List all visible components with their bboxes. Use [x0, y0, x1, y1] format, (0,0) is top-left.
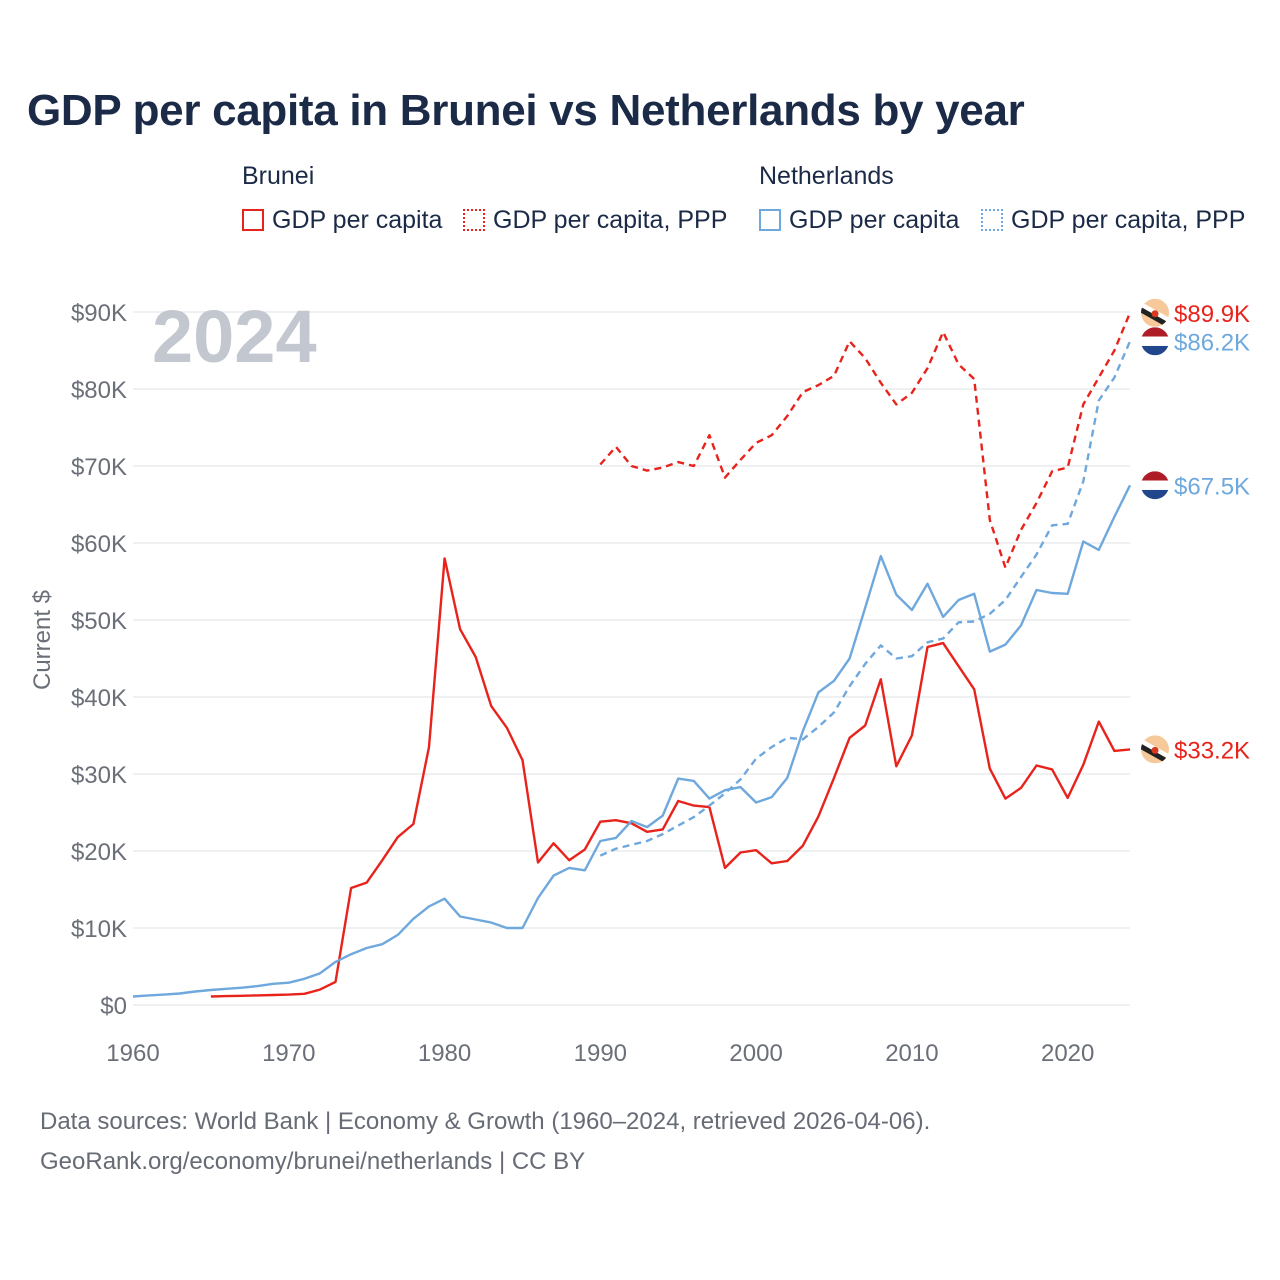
legend-item-netherlands-gdp[interactable]: GDP per capita — [759, 204, 959, 236]
x-tick-label: 2000 — [729, 1040, 782, 1067]
legend-swatch-dotted-red — [463, 209, 485, 231]
legend-label: GDP per capita — [272, 205, 443, 234]
legend-swatch-solid-blue — [759, 209, 781, 231]
legend-swatch-dotted-blue — [981, 209, 1003, 231]
brunei-flag-icon — [1141, 298, 1169, 327]
series — [132, 312, 1132, 998]
legend-item-brunei-gdp-ppp[interactable]: GDP per capita, PPP — [463, 204, 727, 236]
x-tick-label: 1970 — [262, 1040, 315, 1067]
y-tick-label: $30K — [71, 762, 127, 789]
grid — [133, 311, 1130, 1006]
chart-title: GDP per capita in Brunei vs Netherlands … — [27, 86, 1025, 135]
legend-label: GDP per capita, PPP — [1011, 205, 1246, 234]
x-tick-label: 2020 — [1041, 1040, 1094, 1067]
flag-band — [1141, 480, 1169, 490]
netherlands-flag-icon — [1141, 471, 1169, 500]
end-value-label: $67.5K — [1174, 473, 1250, 500]
legend-item-brunei-gdp[interactable]: GDP per capita — [242, 204, 442, 236]
y-tick-label: $70K — [71, 454, 127, 481]
legend-item-netherlands-gdp-ppp[interactable]: GDP per capita, PPP — [981, 204, 1245, 236]
flag-band — [1141, 489, 1169, 500]
x-tick-label: 1980 — [418, 1040, 471, 1067]
end-labels: $33.2K $89.9K $67.5K $86.2K — [1141, 298, 1250, 764]
flag-band — [1141, 336, 1169, 346]
x-tick-label: 1990 — [574, 1040, 627, 1067]
y-tick-label: $0 — [100, 993, 127, 1020]
series-line-0 — [210, 557, 1131, 998]
end-value-label: $86.2K — [1174, 329, 1250, 356]
y-tick-label: $20K — [71, 839, 127, 866]
series-line-2 — [132, 484, 1132, 998]
flag-emblem — [1151, 746, 1159, 754]
y-axis: $0 $10K $20K $30K $40K $50K $60K $70K $80K $90K — [71, 300, 127, 1020]
x-tick-label: 2010 — [885, 1040, 938, 1067]
netherlands-flag-icon — [1141, 327, 1169, 356]
y-tick-label: $40K — [71, 685, 127, 712]
y-tick-label: $60K — [71, 531, 127, 558]
legend-group-netherlands: Netherlands — [759, 162, 894, 190]
year-watermark: 2024 — [152, 295, 317, 378]
y-axis-label: Current $ — [29, 590, 56, 690]
x-axis: 1960 1970 1980 1990 2000 2010 2020 — [106, 1040, 1094, 1067]
source-line-1: Data sources: World Bank | Economy & Gro… — [40, 1108, 931, 1135]
brunei-flag-icon — [1141, 735, 1169, 764]
series-line-1 — [599, 312, 1132, 569]
flag-band — [1141, 327, 1169, 337]
y-tick-label: $10K — [71, 916, 127, 943]
flag-band — [1141, 345, 1169, 356]
flag-band — [1141, 471, 1169, 481]
source-line-2[interactable]: GeoRank.org/economy/brunei/netherlands |… — [40, 1148, 586, 1175]
flag-emblem — [1151, 310, 1159, 318]
x-tick-label: 1960 — [106, 1040, 159, 1067]
legend-swatch-solid-red — [242, 209, 264, 231]
y-tick-label: $80K — [71, 377, 127, 404]
series-line-3 — [599, 340, 1132, 857]
y-tick-label: $50K — [71, 608, 127, 635]
end-value-label: $89.9K — [1174, 301, 1250, 328]
y-tick-label: $90K — [71, 300, 127, 327]
end-value-label: $33.2K — [1174, 737, 1250, 764]
legend-label: GDP per capita — [789, 205, 960, 234]
legend-group-brunei: Brunei — [242, 162, 315, 190]
legend-label: GDP per capita, PPP — [493, 205, 728, 234]
